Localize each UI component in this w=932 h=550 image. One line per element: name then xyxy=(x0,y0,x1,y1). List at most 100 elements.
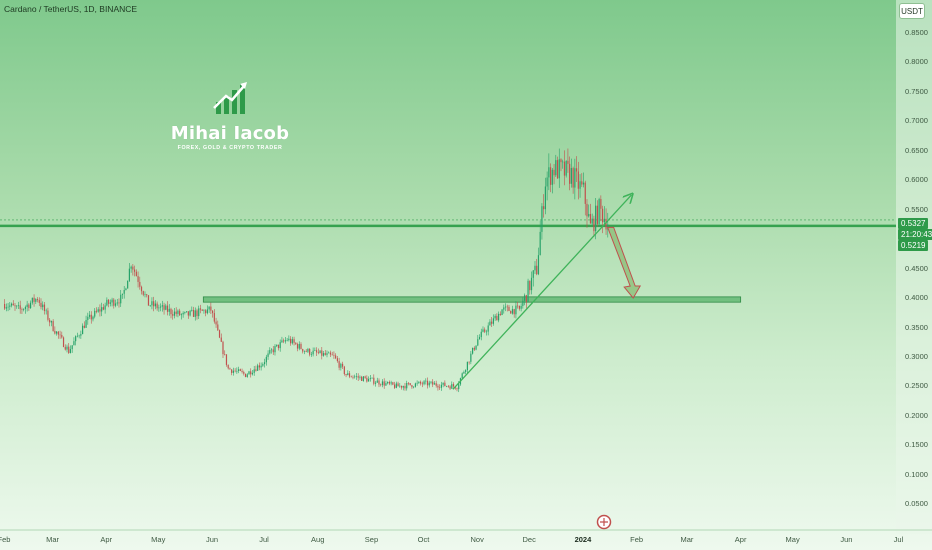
candle xyxy=(54,326,56,335)
symbol-title[interactable]: Cardano / TetherUS, 1D, BINANCE xyxy=(4,4,138,14)
time-tick-label: Feb xyxy=(630,535,644,544)
candle xyxy=(387,381,389,385)
time-tick-label: Aug xyxy=(311,535,325,544)
support-zone[interactable] xyxy=(202,296,742,303)
candle xyxy=(477,334,479,347)
price-tick-label: 0.3000 xyxy=(905,351,928,361)
currency-button[interactable]: USDT xyxy=(899,3,925,19)
candle xyxy=(133,265,136,277)
candle xyxy=(598,197,600,228)
candle xyxy=(198,305,200,319)
candle xyxy=(85,315,87,328)
candle xyxy=(270,348,273,354)
candle xyxy=(534,261,536,274)
candle xyxy=(357,373,359,382)
candle xyxy=(123,286,125,299)
candle xyxy=(68,343,70,354)
time-tick-label: Mar xyxy=(46,535,59,544)
candle xyxy=(314,347,316,352)
candle xyxy=(439,384,441,390)
candle xyxy=(508,304,510,312)
candle xyxy=(607,212,609,238)
price-axis-panel[interactable] xyxy=(896,0,932,534)
candle xyxy=(288,335,290,342)
logo-tagline: FOREX, GOLD & CRYPTO TRADER xyxy=(177,145,283,151)
candle xyxy=(419,380,422,386)
candle xyxy=(175,307,177,317)
candle xyxy=(231,369,233,376)
candle xyxy=(572,166,574,194)
candle xyxy=(111,297,113,307)
candle xyxy=(286,337,288,342)
candle xyxy=(310,351,312,357)
candle xyxy=(409,383,411,386)
candle xyxy=(551,167,553,194)
candle xyxy=(187,311,189,319)
candle xyxy=(40,298,42,310)
candle xyxy=(104,302,106,314)
candle xyxy=(345,373,347,378)
candle xyxy=(71,345,73,353)
candle xyxy=(184,311,186,315)
candle xyxy=(215,317,217,328)
candle xyxy=(581,173,583,187)
candle xyxy=(229,367,231,370)
candle xyxy=(102,303,104,311)
candle xyxy=(94,308,96,319)
candle xyxy=(456,387,458,392)
candle xyxy=(224,350,226,356)
candle xyxy=(149,304,151,307)
price-tick-label: 0.3500 xyxy=(905,322,928,332)
candle xyxy=(522,297,524,309)
candle xyxy=(87,312,89,325)
candle xyxy=(16,305,18,309)
trend-line[interactable] xyxy=(452,195,632,390)
candle xyxy=(62,336,65,348)
candle xyxy=(50,320,52,327)
price-tick-label: 0.8500 xyxy=(905,28,928,37)
candle xyxy=(23,308,25,312)
candle xyxy=(317,348,319,355)
candle xyxy=(258,362,260,371)
candle xyxy=(335,353,337,360)
price-tick-label: 0.7500 xyxy=(905,86,928,96)
candle xyxy=(281,336,283,344)
candle xyxy=(205,309,207,317)
time-tick-label: Nov xyxy=(470,535,484,544)
candle xyxy=(139,276,141,290)
candle xyxy=(399,383,401,388)
candle xyxy=(29,300,32,309)
candle xyxy=(35,298,37,304)
candle xyxy=(529,280,531,295)
candle xyxy=(432,379,434,388)
candle xyxy=(470,350,472,365)
candle xyxy=(17,301,20,310)
price-tick-label: 0.4000 xyxy=(905,293,928,303)
time-tick-label: Apr xyxy=(100,535,113,544)
candle xyxy=(567,148,569,173)
candle xyxy=(510,310,512,314)
forecast-arrow[interactable] xyxy=(606,226,642,299)
candle xyxy=(78,334,80,339)
candle xyxy=(303,350,306,355)
candle xyxy=(241,368,243,374)
candle xyxy=(172,309,174,320)
candle xyxy=(42,301,44,311)
candle xyxy=(300,342,302,350)
candle xyxy=(497,311,500,323)
candle xyxy=(600,195,602,222)
candle xyxy=(338,357,340,371)
candle xyxy=(107,298,110,308)
candle xyxy=(146,293,148,298)
candle xyxy=(326,350,328,358)
candle xyxy=(416,380,418,386)
candle xyxy=(465,369,467,375)
watermark-logo: Mihai Iacob FOREX, GOLD & CRYPTO TRADER xyxy=(170,78,290,151)
earnings-event-icon[interactable] xyxy=(596,514,612,530)
candle xyxy=(584,180,586,216)
candle xyxy=(425,378,427,385)
candle xyxy=(128,263,130,283)
candle xyxy=(227,364,229,370)
